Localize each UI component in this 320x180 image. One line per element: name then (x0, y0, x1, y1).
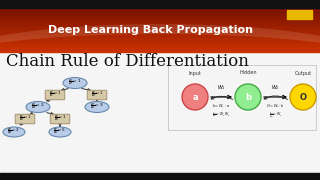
Bar (0, 37, 320, 38)
Bar (0, 51, 320, 52)
Bar (0, 39, 320, 40)
FancyBboxPatch shape (15, 114, 35, 124)
Text: Hidden: Hidden (239, 71, 257, 75)
Bar (0, 15, 320, 16)
Bar (0, 21, 320, 22)
Text: O: O (300, 93, 307, 102)
Ellipse shape (85, 102, 109, 112)
Ellipse shape (235, 84, 261, 110)
Bar (0, 30, 320, 32)
Bar (0, 8, 320, 10)
Bar (0, 8, 320, 9)
Bar (0, 28, 320, 30)
Text: $\frac{\partial O}{\partial a}=W_1 W_2$: $\frac{\partial O}{\partial a}=W_1 W_2$ (212, 111, 231, 119)
Ellipse shape (182, 84, 208, 110)
Bar (0, 0, 320, 8)
Bar (0, 35, 320, 36)
Ellipse shape (290, 84, 316, 110)
Bar (0, 44, 320, 46)
Bar (0, 40, 320, 42)
Ellipse shape (3, 127, 25, 137)
FancyBboxPatch shape (87, 90, 107, 100)
Bar (0, 21, 320, 23)
Bar (287, 10, 312, 19)
Bar (0, 46, 320, 48)
Ellipse shape (63, 78, 87, 89)
Text: $\frac{\partial e}{\partial a}=1$: $\frac{\partial e}{\partial a}=1$ (19, 114, 31, 123)
Text: $O=W_2\cdot b$: $O=W_2\cdot b$ (266, 102, 285, 110)
FancyBboxPatch shape (50, 114, 70, 124)
Bar (168, 65, 316, 130)
Bar (0, 42, 320, 44)
Text: $\frac{\partial e}{\partial a}=2$: $\frac{\partial e}{\partial a}=2$ (31, 102, 45, 111)
Bar (0, 19, 320, 20)
Text: $\frac{\partial e}{\partial d}=1$: $\frac{\partial e}{\partial d}=1$ (91, 90, 103, 99)
Bar (0, 12, 320, 14)
Text: $\frac{\partial e}{\partial b}=3$: $\frac{\partial e}{\partial b}=3$ (90, 102, 104, 111)
Bar (0, 46, 320, 47)
Text: b: b (245, 93, 251, 102)
Bar (0, 35, 320, 37)
Text: $\frac{\partial e}{\partial a}=2$: $\frac{\partial e}{\partial a}=2$ (7, 127, 20, 136)
Bar (0, 33, 320, 34)
Bar (0, 39, 320, 41)
Bar (0, 10, 320, 12)
Text: Output: Output (294, 71, 312, 75)
Bar (0, 26, 320, 27)
Bar (0, 50, 320, 51)
Text: Deep Learning Back Propagation: Deep Learning Back Propagation (47, 25, 252, 35)
Bar (0, 48, 320, 50)
Bar (0, 28, 320, 29)
Bar (0, 24, 320, 26)
PathPatch shape (0, 24, 320, 62)
Bar (0, 12, 320, 13)
Text: $W_1$: $W_1$ (217, 83, 226, 92)
Bar (0, 33, 320, 35)
Bar (0, 10, 320, 11)
Bar (0, 17, 320, 19)
FancyBboxPatch shape (45, 90, 65, 100)
Text: $\frac{\partial e}{\partial e}=1$: $\frac{\partial e}{\partial e}=1$ (68, 78, 82, 87)
Bar (0, 14, 320, 15)
Bar (0, 24, 320, 25)
Bar (0, 26, 320, 28)
Bar (0, 17, 320, 18)
Bar (0, 22, 320, 24)
Text: $W_2$: $W_2$ (271, 83, 280, 92)
Bar (0, 31, 320, 33)
Bar (0, 37, 320, 39)
Bar (0, 48, 320, 49)
Bar (0, 15, 320, 17)
Text: $\frac{\partial e}{\partial b}=5$: $\frac{\partial e}{\partial b}=5$ (53, 127, 67, 136)
Text: Chain Rule of Differentiation: Chain Rule of Differentiation (6, 53, 249, 71)
Ellipse shape (49, 127, 71, 137)
Text: Input: Input (188, 71, 201, 75)
Text: $b=W_1\cdot a$: $b=W_1\cdot a$ (212, 102, 230, 110)
Bar (0, 19, 320, 21)
Text: a: a (192, 93, 198, 102)
Ellipse shape (26, 102, 50, 112)
Bar (0, 44, 320, 45)
Bar (0, 42, 320, 43)
Bar (0, 173, 320, 180)
Text: $\frac{\partial e}{\partial b}=1$: $\frac{\partial e}{\partial b}=1$ (54, 114, 66, 123)
Text: $\frac{\partial O}{\partial b}=W_2$: $\frac{\partial O}{\partial b}=W_2$ (268, 110, 282, 120)
Bar (0, 30, 320, 31)
Text: $\frac{\partial e}{\partial c}=1$: $\frac{\partial e}{\partial c}=1$ (49, 90, 61, 99)
